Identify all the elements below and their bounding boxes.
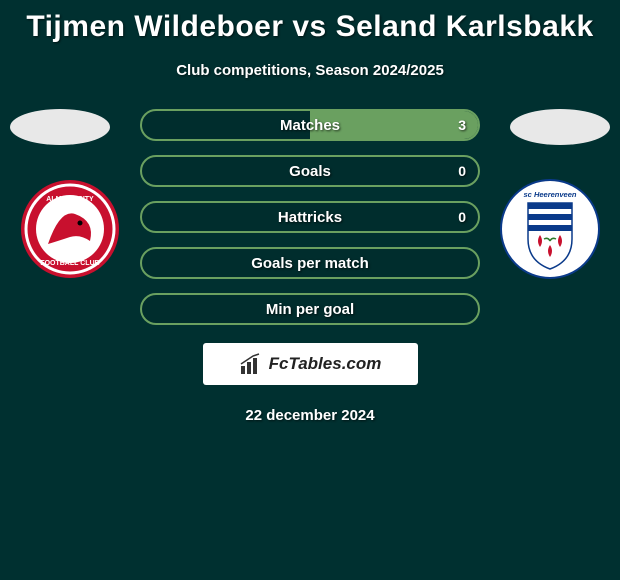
svg-text:sc Heerenveen: sc Heerenveen xyxy=(524,190,577,199)
club-logo-right: sc Heerenveen xyxy=(500,179,600,279)
almere-city-logo-icon: ALMERE CITY FOOTBALL CLUB xyxy=(20,179,120,279)
stats-container: Matches 3 Goals 0 Hattricks 0 Goals per match M… xyxy=(140,109,480,325)
comparison-content: ALMERE CITY FOOTBALL CLUB sc Heerenveen … xyxy=(0,109,620,424)
stat-row: Goals 0 xyxy=(140,155,480,187)
page-title: Tijmen Wildeboer vs Seland Karlsbakk xyxy=(0,0,620,44)
stat-label: Goals per match xyxy=(251,255,369,272)
stat-value-right: 0 xyxy=(458,163,466,179)
stat-label: Min per goal xyxy=(266,301,354,318)
stat-row: Goals per match xyxy=(140,247,480,279)
page-subtitle: Club competitions, Season 2024/2025 xyxy=(0,62,620,79)
branding-text: FcTables.com xyxy=(269,354,382,374)
stat-label: Goals xyxy=(289,163,331,180)
branding-box: FcTables.com xyxy=(203,343,418,385)
svg-text:ALMERE CITY: ALMERE CITY xyxy=(46,196,94,203)
svg-text:FOOTBALL CLUB: FOOTBALL CLUB xyxy=(40,260,99,267)
player-oval-right xyxy=(510,109,610,145)
chart-icon xyxy=(239,352,263,376)
player-oval-left xyxy=(10,109,110,145)
heerenveen-logo-icon: sc Heerenveen xyxy=(500,179,600,279)
stat-row: Matches 3 xyxy=(140,109,480,141)
club-logo-left: ALMERE CITY FOOTBALL CLUB xyxy=(20,179,120,279)
stat-row: Min per goal xyxy=(140,293,480,325)
stat-value-right: 3 xyxy=(458,117,466,133)
stat-value-right: 0 xyxy=(458,209,466,225)
stat-row: Hattricks 0 xyxy=(140,201,480,233)
stat-label: Matches xyxy=(280,117,340,134)
page-date: 22 december 2024 xyxy=(0,407,620,424)
stat-label: Hattricks xyxy=(278,209,342,226)
